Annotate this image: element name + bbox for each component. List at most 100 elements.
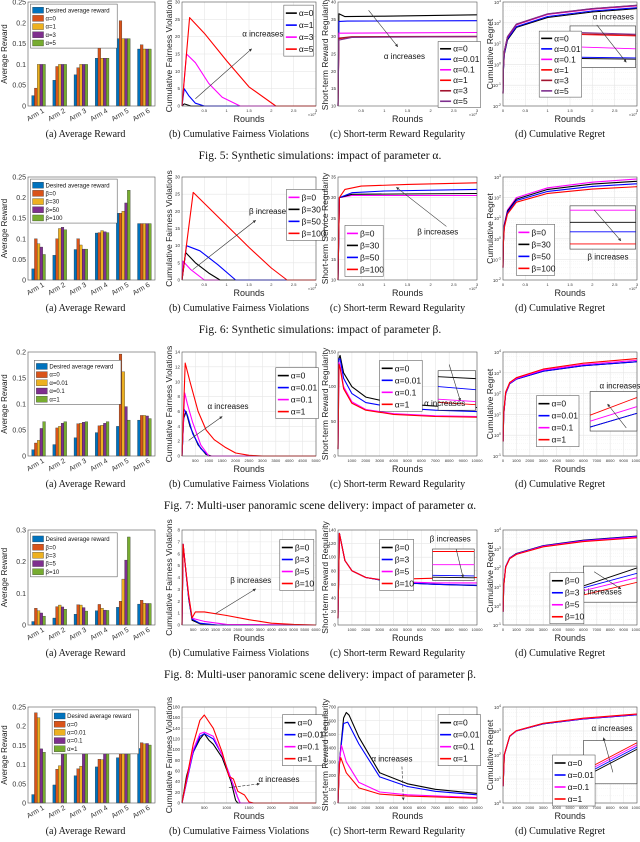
legend-entry: β=5 [46,562,57,568]
x-tick-label: 3500 [256,627,266,632]
y-tick-label: 14 [175,350,181,355]
x-tick-label: 1000 [200,627,210,632]
legend-box [51,709,140,755]
legend-entry: β=50 [531,251,551,261]
x-tick-label: 1.5 [405,108,411,113]
y-tick-label: 12 [175,364,181,369]
annotation-text: β increases [249,207,290,216]
axes-frame [27,706,156,804]
x-tick-label: 3 [636,282,639,287]
bar [140,415,144,457]
x-tick-label: 3000 [539,805,549,810]
y-tick-label: 10 [175,69,181,74]
bar [73,249,77,281]
legend-entry: α=5 [46,41,57,47]
bar [106,421,110,457]
axes-frame [27,529,156,626]
legend-swatch [53,737,66,744]
legend-swatch [53,729,66,736]
annotation-arrow [593,209,622,242]
inset-zoom-plot [583,565,638,603]
legend: α=0 α=0.01 α=0.1 α=1 [282,714,326,766]
y-tick-label: 0 [177,454,180,459]
legend-entry: β=3 [395,554,410,564]
bar [97,604,101,626]
legend-swatch [36,396,48,403]
axes-frame [502,1,638,107]
x-tick-label: 1000 [512,458,522,463]
y-tick-label: 4 [177,424,180,429]
bar [37,717,41,804]
x-category-label: Arm 3 [68,627,88,642]
x-tick-label: 0.5 [523,108,529,113]
y-axis-label: Cumulative Regret [485,368,495,439]
axes-frame [502,176,638,281]
y-tick-label: 10-2 [493,103,501,109]
y-tick-label: 100 [494,432,501,438]
x-multiplier: ×104 [469,112,477,118]
x-tick-label: 9000 [619,627,629,632]
inset-series-line [583,567,638,587]
bar [116,607,120,626]
legend-entry: α=0.01 [49,381,68,387]
x-multiplier: ×104 [308,112,316,118]
x-tick-label: 10000 [471,627,483,632]
y-tick-label: 200 [328,773,336,778]
x-tick-label: 1.5 [246,282,252,287]
annotation-arrow [192,220,256,270]
x-tick-label: 8000 [606,805,616,810]
subfigure-caption: (c) Short-term Reward Regularity [329,129,466,140]
bar [60,227,65,281]
annotation-arrow [593,571,622,590]
y-axis-label: Cumulative Fairness Violations [164,519,174,636]
bar [34,608,38,626]
bar [60,606,65,626]
bar [31,95,35,107]
bar [63,64,67,107]
y-tick-label: 500 [328,732,336,737]
legend: Desired average reward α=0 α=0.01 α=0.1 α=1 [51,709,140,755]
axes-frame [502,529,638,626]
bar [127,190,131,281]
x-tick-label: 5000 [566,627,576,632]
bar [63,229,67,281]
bar [97,425,101,457]
bar [63,421,67,457]
x-tick-label: 1 [383,282,386,287]
legend-entry: α=0.1 [395,387,417,397]
figure-caption: Fig. 7: Multi-user panoramic scene deliv… [163,500,477,512]
figure-caption: Fig. 6: Synthetic simulations: impact of… [198,324,442,336]
y-tick-label: 0.15 [12,743,26,750]
legend-swatch [32,15,44,22]
y-tick-label: 40 [331,595,337,600]
bar [148,744,152,804]
bar [52,444,56,457]
legend-entry: α=0.01 [298,730,325,740]
bar [34,238,38,281]
legend-entry: α=0 [554,33,569,43]
legend-box [30,532,118,578]
series-line [502,4,638,94]
annotation-arrow [228,782,261,788]
legend-entry: α=1 [554,65,569,75]
bar [42,254,46,281]
y-tick-label: 15 [175,52,181,57]
legend-entry: β=100 [531,263,555,273]
x-tick-label: 0.5 [358,282,364,287]
y-tick-label: 0 [333,623,336,628]
bar [39,748,43,804]
bar [140,223,144,281]
x-tick-label: 6000 [579,458,589,463]
y-tick-label: 0.05 [12,83,26,90]
x-tick-label: 4000 [552,805,562,810]
bar [37,243,41,281]
legend-entry: β=50 [46,208,60,214]
x-category-label: Arm 6 [132,805,152,820]
x-tick-label: 3000 [312,805,322,810]
legend-entry: β=0 [360,228,375,238]
legend-entry: α=3 [299,32,314,42]
annotation-text: α increases [424,399,465,408]
inset-series-line [438,398,476,402]
